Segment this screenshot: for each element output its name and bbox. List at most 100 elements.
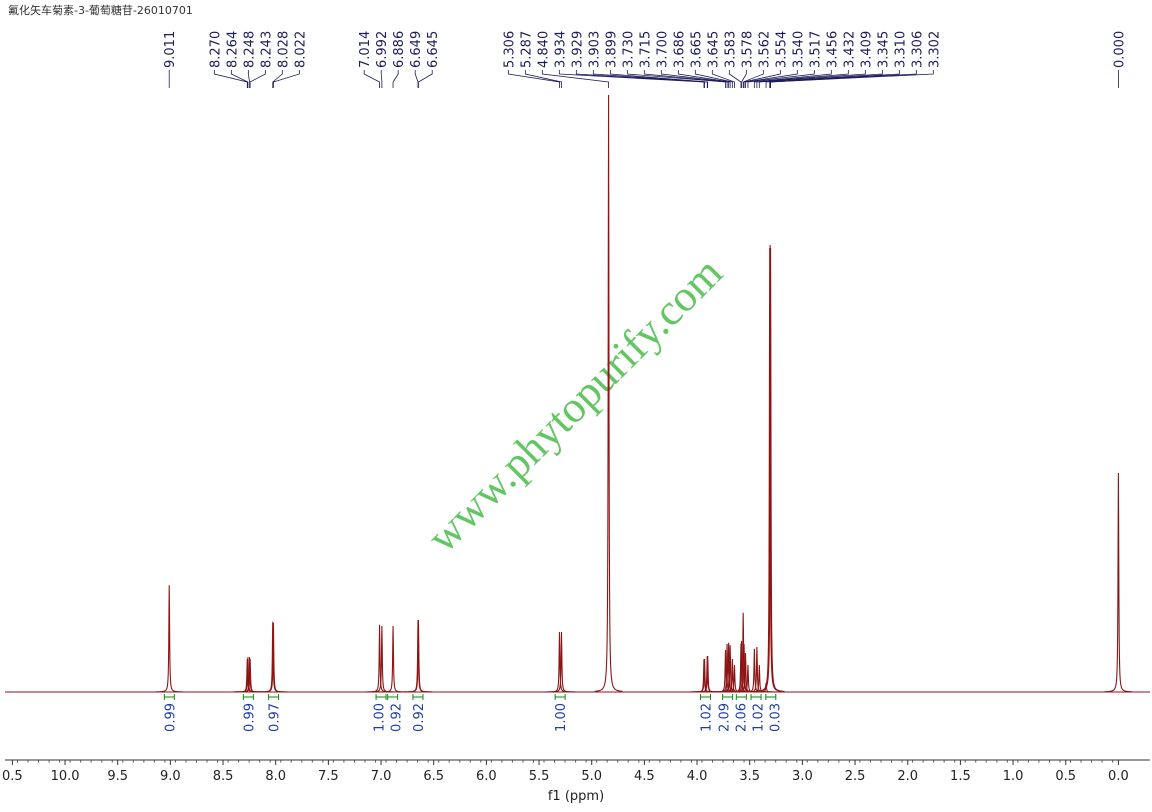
peak-leader: [609, 70, 709, 88]
integral-label: 0.92: [412, 703, 427, 732]
peak-label: 3.562: [757, 31, 772, 68]
watermark: www.phytopurify.com: [418, 248, 732, 562]
peak-label: 5.306: [502, 31, 517, 68]
integral-bracket: [699, 694, 711, 700]
x-axis-title: f1 (ppm): [548, 789, 604, 804]
peak-label: 3.409: [859, 31, 874, 68]
peak-label: 3.302: [927, 31, 942, 68]
peak: [404, 619, 433, 693]
x-tick-label: 7.5: [318, 769, 339, 784]
peak-label: 8.022: [293, 31, 308, 68]
x-tick-label: 1.5: [950, 769, 971, 784]
peak-label: 8.264: [225, 31, 240, 68]
peak-label: 3.540: [791, 31, 806, 68]
peak-leader: [765, 70, 883, 88]
integral-bracket: [375, 694, 387, 700]
peak-leader: [558, 70, 705, 88]
integral-label: 1.00: [372, 703, 387, 732]
peak-label: 8.270: [208, 31, 223, 68]
integral-bracket: [387, 694, 399, 700]
peak-leader: [711, 70, 735, 88]
x-tick-label: 0.5: [1055, 769, 1076, 784]
peak-leader: [249, 70, 266, 88]
peak-leader: [745, 70, 798, 88]
peak-leader: [769, 70, 917, 88]
integral-label: 0.03: [768, 703, 783, 732]
integral-label: 1.02: [699, 703, 714, 732]
peak-label: 3.903: [587, 31, 602, 68]
integral-bracket: [735, 694, 747, 700]
peak-leader: [747, 70, 815, 88]
peak-label: 6.992: [375, 31, 390, 68]
x-tick-label: 4.5: [634, 769, 655, 784]
peak: [547, 631, 576, 693]
peak-label: 5.287: [519, 31, 534, 68]
peak-label: 3.715: [638, 31, 653, 68]
x-tick-label: 8.5: [213, 769, 234, 784]
x-tick-label: 2.5: [845, 769, 866, 784]
peak-label: 3.517: [808, 31, 823, 68]
integral-label: 1.02: [751, 703, 766, 732]
x-tick-label: 5.0: [581, 769, 602, 784]
peak-label: 6.645: [426, 31, 441, 68]
integral-label: 2.09: [717, 703, 732, 732]
peak-leader: [626, 70, 726, 88]
integral-bracket: [765, 694, 777, 700]
x-tick-label: 2.0: [897, 769, 918, 784]
peak-label: 3.345: [876, 31, 891, 68]
peak-leader: [769, 70, 900, 88]
peak-label: 3.310: [893, 31, 908, 68]
peak-leader: [592, 70, 708, 88]
peak-label: 3.899: [604, 31, 619, 68]
peak: [1104, 472, 1133, 693]
peak-leader: [247, 70, 250, 88]
peak-leader: [392, 70, 399, 88]
peak-label: 8.243: [259, 31, 274, 68]
peak-leader: [753, 70, 832, 88]
peak-label: 0.000: [1112, 31, 1127, 68]
peak-label: 3.432: [842, 31, 857, 68]
x-tick-label: 3.0: [792, 769, 813, 784]
x-tick-label: 3.5: [739, 769, 760, 784]
peak-leader: [643, 70, 728, 88]
peak: [545, 631, 574, 693]
peak-leader: [756, 70, 849, 88]
peak-leader: [363, 70, 380, 88]
x-tick-label: 7.0: [371, 769, 392, 784]
peak: [259, 622, 288, 693]
x-tick-label: 6.5: [423, 769, 444, 784]
peak-label: 3.645: [706, 31, 721, 68]
peak: [379, 625, 408, 693]
x-tick-label: 5.5: [529, 769, 550, 784]
peak-label: 3.929: [570, 31, 585, 68]
peak-leader: [272, 70, 283, 88]
x-tick-label: 9.5: [107, 769, 128, 784]
peak: [756, 247, 785, 693]
integral-bracket: [750, 694, 762, 700]
x-tick-label: 0.5: [2, 769, 23, 784]
peak-label: 3.578: [740, 31, 755, 68]
peak-label: 4.840: [536, 31, 551, 68]
peak-label: 3.686: [672, 31, 687, 68]
peak-leader: [524, 70, 562, 88]
integral-bracket: [163, 694, 175, 700]
integral-label: 0.99: [163, 703, 178, 732]
peak-label: 3.306: [910, 31, 925, 68]
peak-leader: [575, 70, 705, 88]
peak-label: 8.028: [276, 31, 291, 68]
x-tick-label: 4.0: [687, 769, 708, 784]
peak-leader: [741, 70, 747, 88]
integral-label: 0.92: [389, 703, 404, 732]
peak-leader: [677, 70, 731, 88]
integral-label: 2.06: [734, 703, 749, 732]
peak-label: 3.700: [655, 31, 670, 68]
peak-label: 3.934: [553, 31, 568, 68]
integral-bracket: [554, 694, 566, 700]
peak: [155, 585, 184, 693]
integral-label: 0.97: [268, 703, 283, 732]
peak: [367, 625, 396, 693]
x-tick-label: 8.0: [265, 769, 286, 784]
peak-label: 3.554: [774, 31, 789, 68]
x-tick-label: 1.0: [1003, 769, 1024, 784]
